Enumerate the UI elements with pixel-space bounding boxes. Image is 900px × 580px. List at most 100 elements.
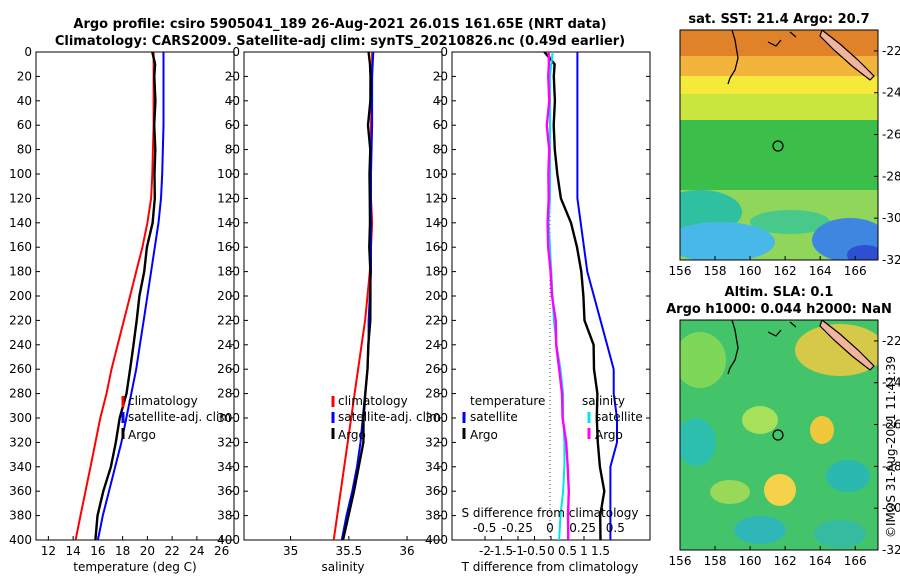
salinity-xlabel: salinity [321, 560, 364, 574]
x-tick-label: 35.5 [335, 544, 362, 558]
sst-new-caledonia [819, 30, 875, 81]
depth-tick-label: 280 [425, 387, 448, 401]
difference-t-xlabel: T difference from climatology [461, 560, 639, 574]
map-lat-tick-label: -24 [882, 376, 900, 390]
sst-band-5 [680, 120, 878, 190]
series-line-satellite-adj-clim [96, 52, 165, 540]
depth-tick-label: 180 [425, 265, 448, 279]
difference-legend: temperature satellite Argo salinity sate… [462, 394, 643, 442]
map-lon-tick-label: 156 [669, 264, 692, 278]
legend-header-temperature: temperature [470, 394, 545, 408]
depth-tick-label: 300 [425, 411, 448, 425]
s-x-tick-label: 0 [546, 521, 554, 535]
legend-label-climatology: climatology [128, 394, 198, 408]
map-lon-tick-label: 158 [704, 264, 727, 278]
depth-tick-label: 260 [425, 362, 448, 376]
sst-argo-position-marker [772, 140, 784, 152]
depth-tick-label: 320 [425, 435, 448, 449]
x-tick-label: 0.5 [558, 544, 577, 558]
series-line-argo-salinity- [545, 52, 570, 540]
map-lat-tick-label: -32 [882, 543, 900, 557]
sst-band-3 [680, 76, 878, 96]
difference-depth-ticks: 0 20 40 60 80 100 120 140 160 180 200 220 240 260 280 3… [425, 45, 650, 547]
sla-low-patch-west [680, 418, 716, 466]
depth-tick-label: 60 [225, 118, 240, 132]
x-tick-label: 1.5 [591, 544, 610, 558]
sla-map-title-line1: Altim. SLA: 0.1 [725, 285, 834, 300]
sst-band-2 [680, 56, 878, 78]
map-lon-tick-label: 158 [704, 554, 727, 568]
x-tick-label: 22 [164, 544, 179, 558]
sla-low-patch-sse [814, 520, 866, 548]
depth-tick-label: 100 [217, 167, 240, 181]
map-lat-tick-label: -22 [882, 44, 900, 58]
sla-coastline-australia [727, 320, 739, 375]
depth-tick-label: 280 [9, 387, 32, 401]
map-lon-tick-label: 166 [844, 554, 867, 568]
map-lat-tick-label: -30 [882, 211, 900, 225]
series-line-satellite-salinity- [547, 52, 566, 540]
temperature-x-ticks: 12 14 16 18 20 22 24 26 [41, 536, 229, 558]
depth-tick-label: 260 [217, 362, 240, 376]
sla-map-title-line2: Argo h1000: 0.044 h2000: NaN [666, 302, 892, 317]
salinity-panel: 0 20 40 60 80 100 120 140 160 180 200 220 240 260 280 3… [217, 45, 443, 574]
depth-tick-label: 160 [425, 240, 448, 254]
series-line-argo-temperature- [543, 52, 606, 540]
sla-map [680, 320, 878, 550]
depth-tick-label: 160 [9, 240, 32, 254]
depth-tick-label: 400 [217, 533, 240, 547]
map-lon-tick-label: 162 [774, 554, 797, 568]
depth-tick-label: 360 [425, 484, 448, 498]
temperature-legend: climatology satellite-adj. clim Argo [121, 394, 231, 442]
sla-patch-center [742, 406, 778, 434]
temperature-series [74, 52, 165, 540]
sst-coastline-reefs [767, 31, 797, 47]
sla-high-patch-ne [795, 324, 878, 376]
depth-tick-label: 180 [217, 265, 240, 279]
x-tick-label: 0 [547, 544, 555, 558]
depth-tick-label: 380 [217, 509, 240, 523]
sla-patch-sw [710, 480, 750, 504]
depth-tick-label: 240 [425, 338, 448, 352]
salinity-depth-ticks: 0 20 40 60 80 100 120 140 160 180 200 220 240 260 280 3… [217, 45, 442, 547]
depth-tick-label: 200 [425, 289, 448, 303]
sla-high-patch-south [764, 474, 796, 506]
depth-tick-label: 280 [217, 387, 240, 401]
x-tick-label: 18 [115, 544, 130, 558]
depth-tick-label: 220 [217, 313, 240, 327]
sst-band-4 [680, 94, 878, 122]
depth-tick-label: 380 [425, 509, 448, 523]
legend-header-salinity: salinity [582, 394, 625, 408]
sla-patch-nw [680, 332, 726, 388]
x-tick-label: -1.5 [490, 544, 513, 558]
depth-tick-label: 360 [217, 484, 240, 498]
depth-tick-label: 100 [9, 167, 32, 181]
sla-map-frame [679, 319, 879, 551]
depth-tick-label: 40 [17, 94, 32, 108]
series-line-argo [341, 52, 372, 540]
depth-tick-label: 320 [217, 435, 240, 449]
depth-tick-label: 340 [9, 460, 32, 474]
legend-label-argo-s: Argo [595, 428, 623, 442]
salinity-legend: climatology satellite-adj. clim Argo [331, 394, 441, 442]
depth-tick-label: 80 [433, 143, 448, 157]
legend-label-argo: Argo [338, 428, 366, 442]
depth-tick-label: 240 [9, 338, 32, 352]
sst-map-x-ticks: 156 158 160 162 164 166 [669, 256, 867, 278]
sst-coastline-australia [727, 30, 739, 85]
depth-tick-label: 140 [217, 216, 240, 230]
series-line-satellite-temperature- [576, 52, 618, 540]
map-lat-tick-label: -28 [882, 459, 900, 473]
map-lat-tick-label: -32 [882, 253, 900, 267]
depth-tick-label: 20 [225, 69, 240, 83]
chart-title-line2: Climatology: CARS2009. Satellite-adj cli… [55, 34, 625, 49]
x-tick-label: 20 [140, 544, 155, 558]
depth-tick-label: 140 [425, 216, 448, 230]
sla-low-patch-se [826, 460, 870, 492]
depth-tick-label: 100 [425, 167, 448, 181]
salinity-series [332, 52, 375, 540]
depth-tick-label: 60 [433, 118, 448, 132]
depth-tick-label: 60 [17, 118, 32, 132]
depth-tick-label: 0 [232, 45, 240, 59]
depth-tick-label: 180 [9, 265, 32, 279]
